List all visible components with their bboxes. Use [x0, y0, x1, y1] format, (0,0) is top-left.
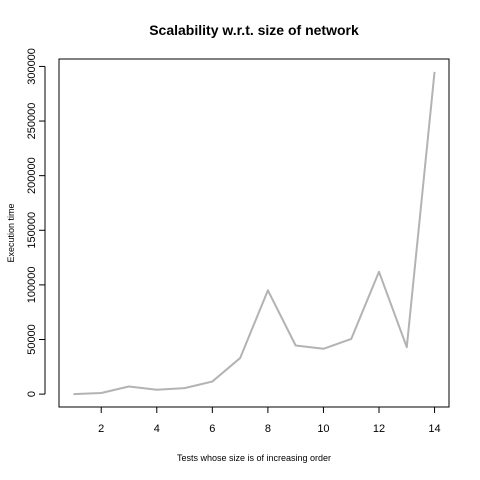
- y-tick-label: 150000: [26, 212, 38, 249]
- x-tick-label: 12: [373, 423, 385, 435]
- y-tick-label: 0: [26, 391, 38, 397]
- y-tick-label: 300000: [26, 48, 38, 85]
- y-axis: 0 50000 100000 150000 200000 250000 300000: [26, 48, 46, 397]
- chart-title: Scalability w.r.t. size of network: [149, 22, 359, 38]
- x-axis: 2 4 6 8 10 12 14: [98, 406, 441, 435]
- y-tick-label: 50000: [26, 324, 38, 355]
- x-tick-label: 6: [209, 423, 215, 435]
- y-tick-label: 250000: [26, 103, 38, 140]
- x-tick-label: 2: [98, 423, 104, 435]
- series-line: [73, 71, 436, 396]
- plot-frame: [58, 58, 450, 408]
- series-layer: [73, 71, 436, 396]
- y-axis-label: Execution time: [6, 203, 16, 262]
- x-axis-label: Tests whose size is of increasing order: [177, 453, 331, 463]
- x-tick-label: 10: [317, 423, 329, 435]
- y-tick-label: 200000: [26, 157, 38, 194]
- x-tick-label: 4: [154, 423, 160, 435]
- y-tick-label: 100000: [26, 267, 38, 304]
- x-tick-label: 14: [428, 423, 440, 435]
- x-tick-label: 8: [265, 423, 271, 435]
